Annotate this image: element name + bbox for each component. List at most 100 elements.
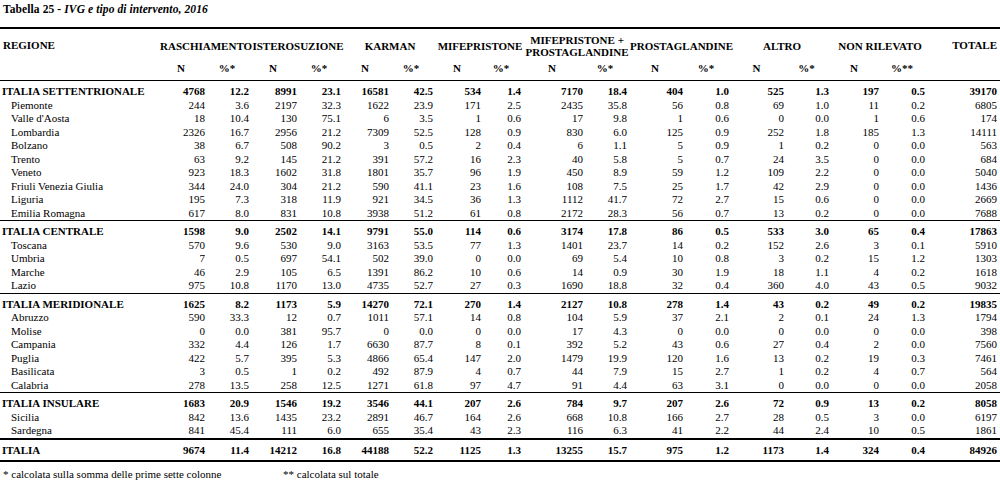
subheader-n-4: N (524, 60, 586, 81)
value-cell: 2.2 (787, 166, 832, 180)
value-cell: 244 (160, 99, 208, 113)
value-cell: 252 (732, 126, 787, 140)
value-cell: 6.5 (300, 266, 344, 280)
value-cell: 1125 (436, 439, 484, 462)
value-cell: 65 (832, 221, 882, 239)
value-cell: 2.5 (484, 99, 524, 113)
value-cell: 11.4 (208, 439, 252, 462)
value-cell: 13 (732, 207, 787, 221)
value-cell: 13 (732, 352, 787, 366)
value-cell: 0.0 (882, 338, 928, 352)
value-cell: 841 (160, 424, 208, 439)
value-cell: 8.9 (586, 166, 630, 180)
totale-cell: 39170 (928, 81, 1000, 99)
value-cell: 19.9 (586, 352, 630, 366)
value-cell: 324 (832, 439, 882, 462)
value-cell: 921 (344, 193, 392, 207)
value-cell: 65.4 (392, 352, 436, 366)
value-cell: 1391 (344, 266, 392, 280)
totale-cell: 1794 (928, 311, 1000, 325)
value-cell: 1435 (252, 411, 300, 425)
value-cell: 0.0 (392, 325, 436, 339)
subheader-n-7: N (832, 60, 882, 81)
value-cell: 16.7 (208, 126, 252, 140)
value-cell: 5.2 (586, 338, 630, 352)
value-cell: 14.1 (300, 221, 344, 239)
value-cell: 1801 (344, 166, 392, 180)
value-cell: 21.2 (300, 180, 344, 194)
value-cell: 75.1 (300, 112, 344, 126)
value-cell: 6630 (344, 338, 392, 352)
section-row: ITALIA CENTRALE15989.0250214.1979155.011… (0, 221, 1000, 239)
value-cell: 395 (252, 352, 300, 366)
value-cell: 278 (160, 379, 208, 393)
value-cell: 2.6 (484, 393, 524, 411)
value-cell: 8 (436, 338, 484, 352)
subheader-n-5: N (630, 60, 686, 81)
subheader-n-3: N (436, 60, 484, 81)
value-cell: 0.4 (882, 439, 928, 462)
value-cell: 5.4 (586, 252, 630, 266)
value-cell: 0.5 (208, 365, 252, 379)
value-cell: 1.0 (686, 81, 732, 99)
value-cell: 258 (252, 379, 300, 393)
value-cell: 842 (160, 411, 208, 425)
value-cell: 52.5 (392, 126, 436, 140)
value-cell: 21.2 (300, 153, 344, 167)
value-cell: 3.6 (208, 99, 252, 113)
value-cell: 35.8 (586, 99, 630, 113)
value-cell: 41.1 (392, 180, 436, 194)
table-row: Marche462.91056.5139186.2100.6140.9301.9… (0, 266, 1000, 280)
value-cell: 0.1 (787, 311, 832, 325)
value-cell: 3 (832, 411, 882, 425)
value-cell: 16.8 (300, 439, 344, 462)
value-cell: 45.4 (208, 424, 252, 439)
value-cell: 72.1 (392, 293, 436, 311)
value-cell: 56 (630, 99, 686, 113)
value-cell: 450 (524, 166, 586, 180)
value-cell: 1.3 (484, 439, 524, 462)
value-cell: 152 (732, 239, 787, 253)
value-cell: 2.3 (484, 424, 524, 439)
totale-cell: 17863 (928, 221, 1000, 239)
value-cell: 1.3 (882, 126, 928, 140)
value-cell: 278 (630, 293, 686, 311)
table-row: Veneto92318.3160231.8180135.7961.94508.9… (0, 166, 1000, 180)
value-cell: 54.1 (300, 252, 344, 266)
value-cell: 31.8 (300, 166, 344, 180)
value-cell: 668 (524, 411, 586, 425)
table-title-prefix: Tabella 25 - (3, 3, 61, 15)
value-cell: 1.6 (686, 352, 732, 366)
value-cell: 43 (832, 279, 882, 293)
value-cell: 0.2 (787, 365, 832, 379)
table-row: Liguria1957.331811.992134.5361.3111241.7… (0, 193, 1000, 207)
value-cell: 7 (160, 252, 208, 266)
value-cell: 44.1 (392, 393, 436, 411)
value-cell: 15 (630, 365, 686, 379)
value-cell: 697 (252, 252, 300, 266)
value-cell: 10 (630, 252, 686, 266)
totale-cell: 398 (928, 325, 1000, 339)
region-cell: Valle d'Aosta (0, 112, 160, 126)
value-cell: 8.0 (208, 207, 252, 221)
value-cell: 0.9 (586, 266, 630, 280)
value-cell: 2197 (252, 99, 300, 113)
value-cell: 46 (160, 266, 208, 280)
column-group-header-2: KARMAN (344, 28, 436, 60)
region-cell: ITALIA MERIDIONALE (0, 293, 160, 311)
value-cell: 1546 (252, 393, 300, 411)
column-group-header-1: ISTEROSUZIONE (252, 28, 344, 60)
value-cell: 96 (436, 166, 484, 180)
totale-cell: 563 (928, 139, 1000, 153)
value-cell: 4735 (344, 279, 392, 293)
value-cell: 52.2 (392, 439, 436, 462)
table-row: Calabria27813.525812.5127161.8974.7914.4… (0, 379, 1000, 393)
value-cell: 0 (732, 112, 787, 126)
value-cell: 0.0 (787, 325, 832, 339)
value-cell: 0 (832, 207, 882, 221)
region-cell: Bolzano (0, 139, 160, 153)
value-cell: 20.9 (208, 393, 252, 411)
value-cell: 534 (436, 81, 484, 99)
column-group-header-0: RASCHIAMENTO (160, 28, 252, 60)
value-cell: 42 (732, 180, 787, 194)
